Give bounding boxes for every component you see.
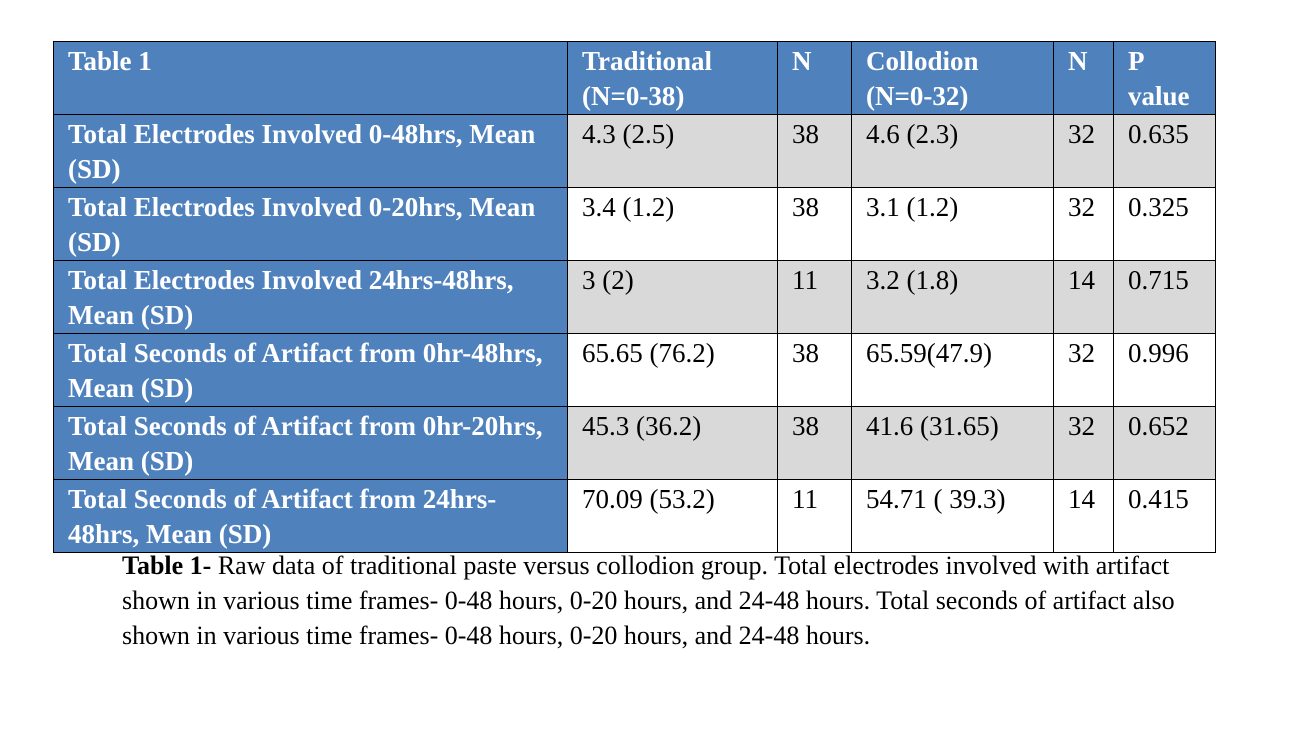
header-cell: N (1053, 41, 1114, 115)
table-cell: 38 (777, 187, 852, 261)
table-cell: 14 (1053, 260, 1114, 334)
table-cell: 3 (2) (567, 260, 778, 334)
table-cell: 0.325 (1113, 187, 1216, 261)
table-cell: 3.2 (1.8) (851, 260, 1054, 334)
table-cell: 4.3 (2.5) (567, 114, 778, 188)
table-row: Total Electrodes Involved 0-48hrs, Mean … (53, 114, 1216, 188)
caption: Table 1- Raw data of traditional paste v… (122, 548, 1192, 653)
table-cell: 3.4 (1.2) (567, 187, 778, 261)
header-cell: Table 1 (53, 41, 568, 115)
table-cell: 54.71 ( 39.3) (851, 479, 1054, 553)
data-table: Table 1 Traditional (N=0-38) N Collodion (N… (53, 41, 1216, 553)
row-label: Total Electrodes Involved 24hrs-48hrs, M… (53, 260, 568, 334)
table-row: Total Electrodes Involved 0-20hrs, Mean … (53, 187, 1216, 261)
table-cell: 38 (777, 114, 852, 188)
row-label: Total Seconds of Artifact from 24hrs-48h… (53, 479, 568, 553)
table-cell: 38 (777, 406, 852, 480)
table-cell: 0.415 (1113, 479, 1216, 553)
table-cell: 32 (1053, 333, 1114, 407)
table-row: Total Seconds of Artifact from 0hr-20hrs… (53, 406, 1216, 480)
header-cell: P value (1113, 41, 1216, 115)
table-row: Total Electrodes Involved 24hrs-48hrs, M… (53, 260, 1216, 334)
row-label: Total Electrodes Involved 0-48hrs, Mean … (53, 114, 568, 188)
header-cell: Traditional (N=0-38) (567, 41, 778, 115)
table-cell: 70.09 (53.2) (567, 479, 778, 553)
caption-label: Table 1- (122, 551, 212, 580)
table-cell: 32 (1053, 114, 1114, 188)
table-cell: 14 (1053, 479, 1114, 553)
row-label: Total Electrodes Involved 0-20hrs, Mean … (53, 187, 568, 261)
caption-text: Raw data of traditional paste versus col… (122, 551, 1175, 650)
table-cell: 3.1 (1.2) (851, 187, 1054, 261)
header-cell: N (777, 41, 852, 115)
header-row: Table 1 Traditional (N=0-38) N Collodion (N… (53, 41, 1216, 115)
table-cell: 0.996 (1113, 333, 1216, 407)
table-cell: 65.65 (76.2) (567, 333, 778, 407)
table-row: Total Seconds of Artifact from 24hrs-48h… (53, 479, 1216, 553)
table-cell: 0.635 (1113, 114, 1216, 188)
table-cell: 45.3 (36.2) (567, 406, 778, 480)
table-cell: 0.715 (1113, 260, 1216, 334)
table-cell: 32 (1053, 406, 1114, 480)
table-cell: 38 (777, 333, 852, 407)
table-cell: 32 (1053, 187, 1114, 261)
table-cell: 4.6 (2.3) (851, 114, 1054, 188)
table-cell: 41.6 (31.65) (851, 406, 1054, 480)
row-label: Total Seconds of Artifact from 0hr-20hrs… (53, 406, 568, 480)
table-cell: 11 (777, 260, 852, 334)
table-cell: 11 (777, 479, 852, 553)
row-label: Total Seconds of Artifact from 0hr-48hrs… (53, 333, 568, 407)
table-cell: 0.652 (1113, 406, 1216, 480)
table-row: Total Seconds of Artifact from 0hr-48hrs… (53, 333, 1216, 407)
table-cell: 65.59(47.9) (851, 333, 1054, 407)
header-cell: Collodion (N=0-32) (851, 41, 1054, 115)
